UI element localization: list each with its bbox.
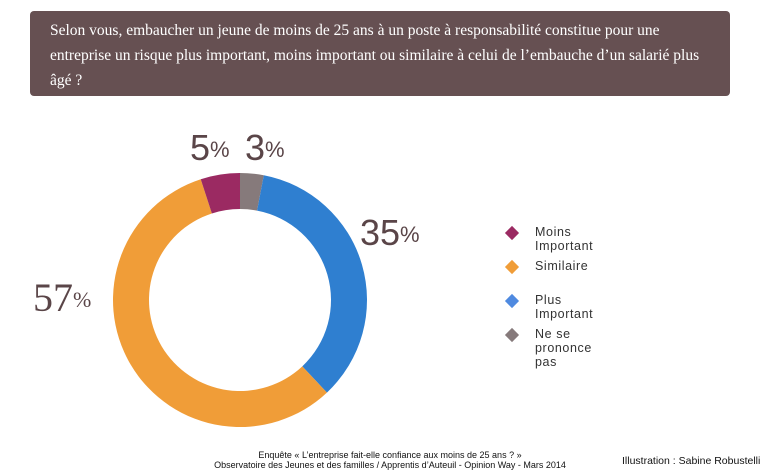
donut-segment-ne-se-prononce-pas (240, 173, 264, 211)
source-line-2: Observatoire des Jeunes et des familles … (214, 460, 566, 470)
donut-chart (113, 173, 368, 427)
donut-segment-plus-important (257, 175, 368, 393)
diamond-icon (504, 225, 520, 241)
label-moins-important: 5% (190, 127, 230, 168)
source-line-1: Enquête « L’entreprise fait-elle confian… (258, 450, 522, 460)
label-similaire: 57% (33, 275, 92, 320)
diamond-icon (504, 259, 520, 275)
donut-segment-similaire (113, 179, 327, 427)
question-box: Selon vous, embaucher un jeune de moins … (30, 11, 730, 96)
label-ne-se-prononce-pas: 3% (245, 127, 285, 168)
label-plus-important: 35% (360, 212, 420, 253)
diamond-icon (504, 327, 520, 343)
donut-segment-moins-important (200, 173, 240, 214)
source-note: Enquête « L’entreprise fait-elle confian… (200, 450, 580, 470)
diamond-icon (504, 293, 520, 309)
illustration-credit: Illustration : Sabine Robustelli (622, 455, 761, 467)
question-text: Selon vous, embaucher un jeune de moins … (50, 22, 700, 89)
